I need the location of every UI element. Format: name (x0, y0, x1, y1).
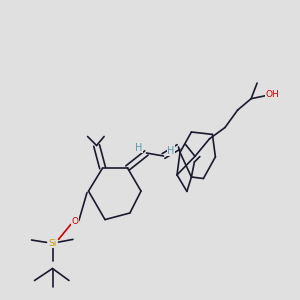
Text: O: O (71, 218, 79, 226)
Text: H: H (167, 146, 175, 156)
Text: Si: Si (48, 238, 57, 247)
Text: OH: OH (266, 90, 280, 99)
Text: H: H (135, 142, 142, 153)
